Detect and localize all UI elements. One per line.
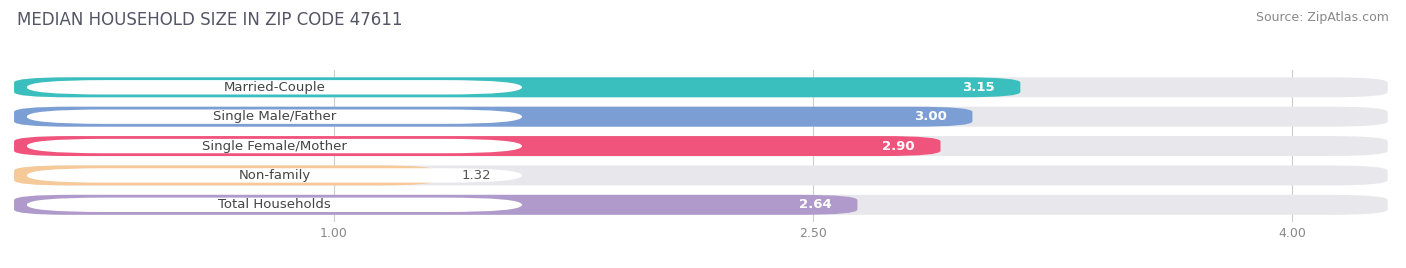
Text: MEDIAN HOUSEHOLD SIZE IN ZIP CODE 47611: MEDIAN HOUSEHOLD SIZE IN ZIP CODE 47611 [17, 11, 402, 29]
FancyBboxPatch shape [14, 77, 1021, 97]
FancyBboxPatch shape [14, 107, 973, 127]
FancyBboxPatch shape [27, 110, 522, 124]
FancyBboxPatch shape [14, 195, 1388, 215]
Text: Source: ZipAtlas.com: Source: ZipAtlas.com [1256, 11, 1389, 24]
Text: Total Households: Total Households [218, 198, 330, 211]
FancyBboxPatch shape [27, 80, 522, 95]
Text: 3.00: 3.00 [914, 110, 946, 123]
FancyBboxPatch shape [14, 165, 436, 185]
Text: Single Female/Mother: Single Female/Mother [202, 140, 347, 152]
FancyBboxPatch shape [14, 107, 1388, 127]
Text: Non-family: Non-family [238, 169, 311, 182]
FancyBboxPatch shape [27, 198, 522, 212]
FancyBboxPatch shape [14, 136, 1388, 156]
Text: 2.64: 2.64 [799, 198, 832, 211]
Text: 3.15: 3.15 [962, 81, 995, 94]
FancyBboxPatch shape [27, 168, 522, 183]
FancyBboxPatch shape [14, 136, 941, 156]
FancyBboxPatch shape [14, 195, 858, 215]
Text: Married-Couple: Married-Couple [224, 81, 325, 94]
Text: 2.90: 2.90 [883, 140, 915, 152]
Text: Single Male/Father: Single Male/Father [212, 110, 336, 123]
Text: 1.32: 1.32 [461, 169, 491, 182]
FancyBboxPatch shape [14, 77, 1388, 97]
FancyBboxPatch shape [14, 165, 1388, 185]
FancyBboxPatch shape [27, 139, 522, 153]
